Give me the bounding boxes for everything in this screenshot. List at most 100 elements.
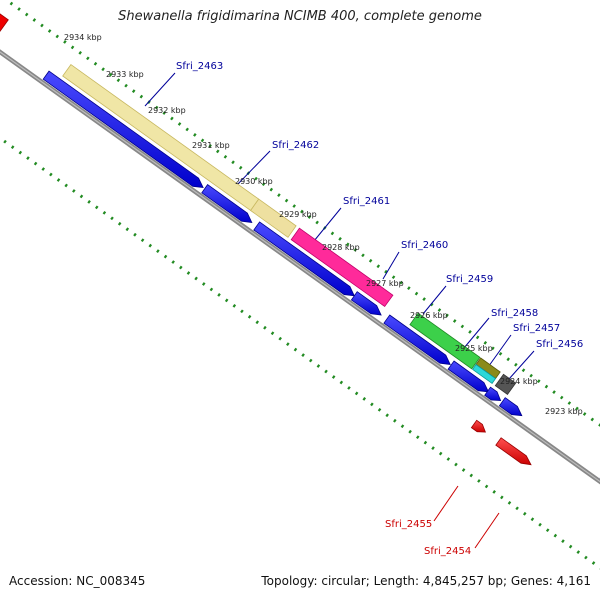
gene-label-sfri-2463[interactable]: Sfri_2463 bbox=[176, 61, 223, 72]
gene-label-sfri-2458[interactable]: Sfri_2458 bbox=[491, 308, 538, 319]
ruler-dot bbox=[223, 154, 228, 159]
ruler-dot bbox=[109, 72, 113, 77]
kbp-label: 2928 kbp bbox=[322, 243, 360, 252]
leader-line bbox=[144, 72, 176, 107]
gene-label-sfri-2456[interactable]: Sfri_2456 bbox=[536, 339, 583, 350]
ruler-dot bbox=[582, 412, 587, 416]
feature-sfri-2461 bbox=[290, 227, 394, 308]
feature-sfri-2455 bbox=[470, 419, 486, 433]
ruler-dot bbox=[437, 308, 442, 312]
gene-arrow bbox=[42, 70, 204, 188]
ruler-dot bbox=[354, 391, 359, 396]
ruler-dot bbox=[148, 243, 153, 248]
ruler-dot bbox=[484, 484, 489, 489]
ruler-dot bbox=[125, 227, 130, 232]
ruler-dot bbox=[116, 78, 121, 83]
ruler-dot bbox=[324, 369, 328, 374]
ruler-dot bbox=[177, 122, 182, 126]
ruler-dot bbox=[232, 303, 237, 308]
ruler-dot bbox=[515, 506, 519, 511]
ruler-dot bbox=[231, 160, 235, 165]
ruler-dot bbox=[347, 386, 351, 390]
ruler-dot bbox=[446, 457, 451, 461]
ruler-dot bbox=[224, 298, 229, 303]
ruler-dot bbox=[263, 325, 267, 330]
ruler-dot bbox=[86, 56, 90, 61]
ruler-dot bbox=[292, 204, 296, 208]
feature-sfri-2458 bbox=[472, 363, 497, 384]
ruler-dot bbox=[507, 500, 512, 505]
kbp-label: 2930 kbp bbox=[235, 177, 273, 186]
gene-arrow bbox=[350, 291, 382, 316]
ruler-dot bbox=[110, 216, 114, 221]
ruler-dot bbox=[102, 210, 107, 215]
gene-label-sfri-2457[interactable]: Sfri_2457 bbox=[513, 323, 560, 334]
ruler-dot bbox=[368, 258, 373, 263]
ruler-dot bbox=[117, 221, 122, 226]
ruler-dot bbox=[162, 111, 167, 115]
gene-arrow bbox=[383, 314, 451, 365]
feature-sfri-2454 bbox=[495, 437, 532, 466]
features bbox=[0, 13, 600, 485]
ruler-dot bbox=[567, 401, 572, 405]
ruler-dot bbox=[286, 342, 290, 347]
ruler-dot bbox=[370, 402, 374, 407]
ruler-dot bbox=[32, 18, 37, 22]
ruler-dot bbox=[55, 34, 60, 39]
ruler-dot bbox=[64, 183, 68, 188]
gene-label-sfri-2462[interactable]: Sfri_2462 bbox=[272, 140, 319, 151]
kbp-label: 2933 kbp bbox=[106, 70, 144, 79]
ruler-dot bbox=[200, 138, 205, 143]
gene-label-sfri-2455[interactable]: Sfri_2455 bbox=[385, 519, 432, 530]
ruler-dot bbox=[133, 232, 137, 237]
ruler-dot bbox=[307, 215, 312, 219]
ruler-dot bbox=[393, 418, 397, 423]
kbp-label: 2927 kbp bbox=[366, 279, 404, 288]
feature-sfri-2462 bbox=[250, 198, 297, 238]
ruler-dot bbox=[422, 297, 426, 301]
ruler-dot bbox=[377, 407, 382, 412]
ruler-dot bbox=[561, 539, 565, 544]
kbp-label: 2926 kbp bbox=[410, 311, 448, 320]
leader-line bbox=[474, 512, 500, 549]
ruler-dot bbox=[361, 253, 365, 258]
gene-label-sfri-2454[interactable]: Sfri_2454 bbox=[424, 546, 471, 557]
kbp-label: 2929 kbp bbox=[279, 210, 317, 219]
ruler-dot bbox=[385, 413, 389, 418]
ruler-dot bbox=[468, 330, 472, 334]
ruler-dot bbox=[438, 451, 443, 456]
ruler-dot bbox=[78, 50, 82, 55]
ruler-dot bbox=[338, 237, 342, 241]
ruler-dot bbox=[353, 247, 358, 252]
ruler-dot bbox=[179, 265, 183, 270]
ruler-dot bbox=[63, 40, 67, 44]
ruler-dot bbox=[131, 89, 136, 94]
ruler-dot bbox=[217, 293, 221, 297]
ruler-dot bbox=[339, 380, 344, 385]
leader-line bbox=[313, 207, 342, 242]
kbp-label: 2934 kbp bbox=[64, 33, 102, 42]
ruler-dot bbox=[514, 362, 518, 367]
ruler-dot bbox=[544, 384, 549, 389]
gene-label-sfri-2459[interactable]: Sfri_2459 bbox=[446, 274, 493, 285]
leader-line bbox=[235, 150, 271, 187]
ruler-dot bbox=[330, 231, 335, 236]
ruler-dot bbox=[400, 424, 405, 429]
ruler-dot bbox=[293, 347, 298, 352]
ruler-dot bbox=[170, 116, 174, 121]
ruler-dot bbox=[70, 45, 75, 50]
ruler-dot bbox=[47, 29, 52, 33]
ruler-dot bbox=[576, 550, 581, 554]
label-leaders bbox=[144, 72, 535, 549]
ruler-dot bbox=[216, 149, 220, 154]
ruler-lower bbox=[3, 139, 600, 570]
feature-sfri-2460 bbox=[409, 312, 481, 370]
ruler-dot bbox=[345, 242, 350, 247]
ruler-dot bbox=[407, 286, 411, 290]
gene-arrow bbox=[498, 397, 523, 417]
ruler-dot bbox=[477, 479, 481, 483]
ruler-dot bbox=[301, 353, 305, 357]
gene-label-sfri-2460[interactable]: Sfri_2460 bbox=[401, 240, 448, 251]
gene-label-sfri-2461[interactable]: Sfri_2461 bbox=[343, 196, 390, 207]
